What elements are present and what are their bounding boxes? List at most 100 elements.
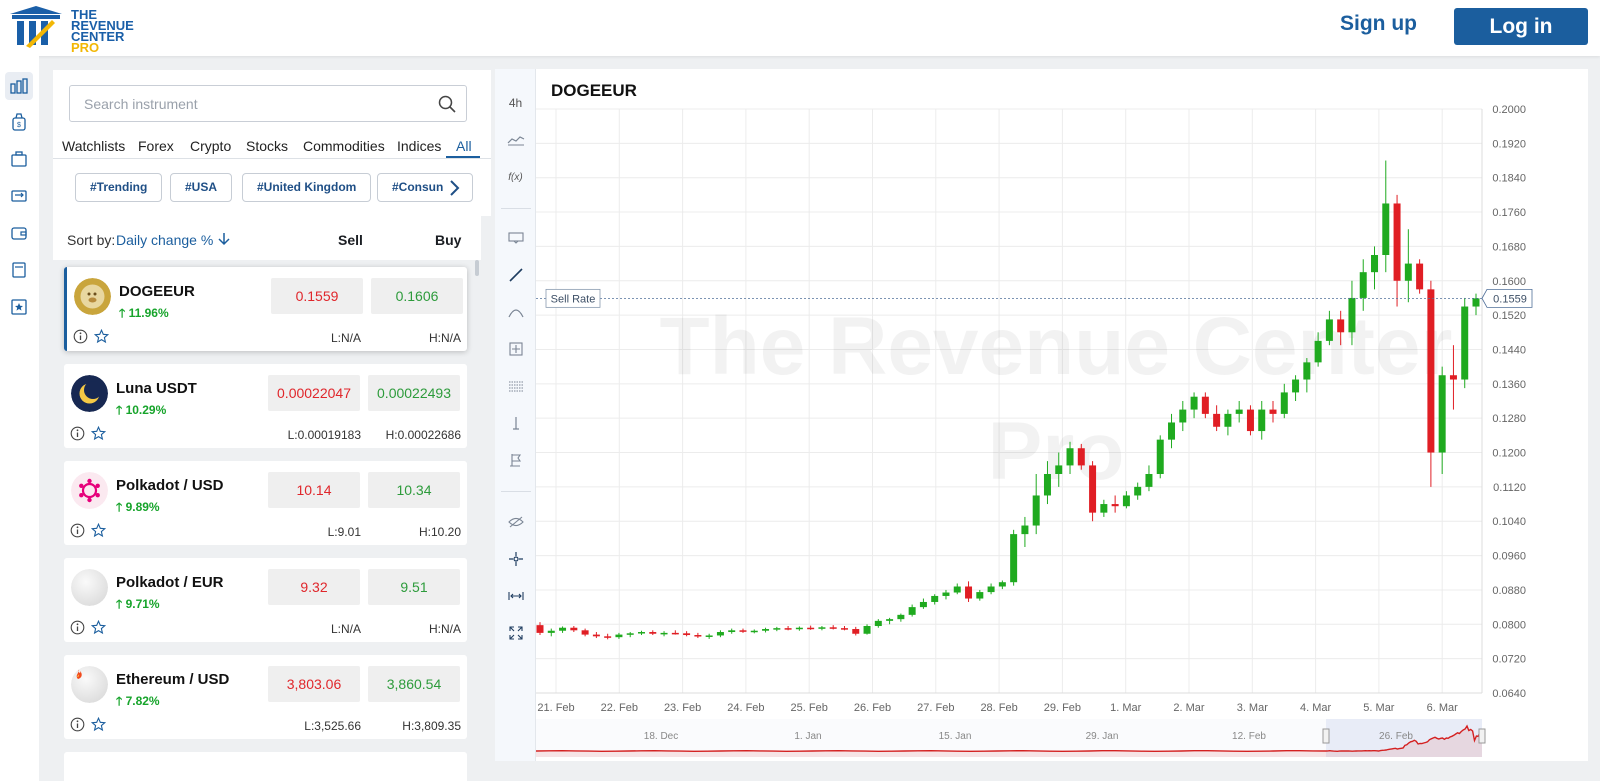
fibonacci-tool-button[interactable] bbox=[495, 372, 536, 400]
left-nav-rail: $ bbox=[0, 56, 39, 781]
sell-price-button[interactable]: 9.32 bbox=[268, 569, 360, 605]
label-icon bbox=[507, 232, 524, 244]
sort-dropdown[interactable]: Daily change % bbox=[116, 232, 214, 248]
buy-column-header: Buy bbox=[435, 232, 462, 248]
sell-rate-line: Sell Rate 0.1559 bbox=[536, 288, 1533, 308]
sell-price-button[interactable]: 0.00022047 bbox=[268, 375, 360, 411]
chevron-right-icon[interactable] bbox=[445, 178, 465, 198]
x-tick-label: 2. Mar bbox=[1173, 702, 1205, 714]
instrument-card-partial[interactable] bbox=[64, 752, 467, 781]
brand-logo[interactable]: THE REVENUE CENTER PRO bbox=[8, 4, 148, 54]
annotation-button[interactable] bbox=[495, 224, 536, 252]
instrument-card-luna-usdt[interactable]: Luna USDT 🡑 10.29% 0.00022047 0.00022493… bbox=[64, 364, 467, 448]
instrument-card-dogeeur[interactable]: DOGEEUR 🡑 11.96% 0.1559 0.1606 L:N/A H:N… bbox=[64, 267, 467, 351]
candle-up bbox=[1224, 409, 1232, 436]
hide-drawings-button[interactable] bbox=[495, 508, 536, 536]
crosshair-button[interactable] bbox=[495, 545, 536, 573]
fit-width-button[interactable] bbox=[495, 582, 536, 610]
rail-transfer-button[interactable] bbox=[5, 182, 33, 210]
price-chart[interactable]: The Revenue Center Pro 0.2000 0.1920 0.184… bbox=[536, 69, 1588, 761]
timeframe-button[interactable]: 4h bbox=[508, 96, 523, 110]
x-tick-label: 28. Feb bbox=[980, 702, 1017, 714]
candle-up bbox=[1325, 310, 1333, 346]
measure-tool-button[interactable] bbox=[495, 335, 536, 363]
tab-crypto[interactable]: Crypto bbox=[190, 138, 232, 154]
star-icon[interactable] bbox=[91, 717, 106, 732]
info-icon[interactable] bbox=[70, 523, 85, 538]
search-input[interactable] bbox=[82, 86, 422, 121]
search-icon[interactable] bbox=[438, 95, 456, 113]
rail-portfolio-button[interactable] bbox=[5, 145, 33, 173]
vertical-line-button[interactable] bbox=[495, 409, 536, 437]
wallet-icon bbox=[11, 227, 27, 240]
info-icon[interactable] bbox=[70, 717, 85, 732]
candle-up bbox=[1100, 499, 1108, 517]
rail-news-button[interactable] bbox=[5, 256, 33, 284]
instrument-name: DOGEEUR bbox=[119, 283, 195, 300]
rail-deposit-button[interactable]: $ bbox=[5, 108, 33, 136]
star-icon[interactable] bbox=[91, 523, 106, 538]
candle-up bbox=[886, 617, 894, 625]
chart-navigator[interactable]: 18. Dec 1. Jan 15. Jan 29. Jan 12. Feb 26. Fe… bbox=[536, 719, 1486, 757]
chip-united-kingdom[interactable]: #United Kingdom bbox=[242, 173, 372, 202]
star-box-icon bbox=[11, 299, 27, 315]
buy-price-button[interactable]: 9.51 bbox=[368, 569, 460, 605]
rail-wallet-button[interactable] bbox=[5, 219, 33, 247]
sell-price-button[interactable]: 10.14 bbox=[268, 472, 360, 508]
line-tool-button[interactable] bbox=[495, 261, 536, 289]
chart-type-button[interactable] bbox=[495, 126, 536, 154]
tab-watchlists[interactable]: Watchlists bbox=[62, 138, 126, 154]
tab-indices[interactable]: Indices bbox=[397, 138, 442, 154]
info-icon[interactable] bbox=[73, 329, 88, 344]
instrument-card-polkadot-eur[interactable]: Polkadot / EUR 🡑 9.71% 9.32 9.51 L:N/A H… bbox=[64, 558, 467, 642]
chart-symbol-title: DOGEEUR bbox=[551, 81, 637, 100]
star-icon[interactable] bbox=[91, 620, 106, 635]
candle-up bbox=[908, 604, 916, 617]
star-icon[interactable] bbox=[91, 426, 106, 441]
fullscreen-button[interactable] bbox=[495, 619, 536, 647]
tab-all[interactable]: All bbox=[456, 138, 472, 154]
list-scrollbar[interactable] bbox=[475, 260, 479, 276]
navigator-tick-label: 26. Feb bbox=[1379, 731, 1413, 742]
high-value: H:3,809.35 bbox=[402, 719, 461, 733]
candle-up bbox=[615, 632, 623, 639]
instrument-name: Luna USDT bbox=[116, 380, 197, 397]
log-in-button[interactable]: Log in bbox=[1454, 8, 1588, 45]
instrument-card-polkadot-usd[interactable]: Polkadot / USD 🡑 9.89% 10.14 10.34 L:9.0… bbox=[64, 461, 467, 545]
x-tick-label: 21. Feb bbox=[537, 702, 574, 714]
info-icon[interactable] bbox=[70, 620, 85, 635]
instrument-card-ethereum-usd[interactable]: Ethereum / USD 🡑 7.82% 3,803.06 3,860.54… bbox=[64, 655, 467, 739]
y-tick-label: 0.0640 bbox=[1492, 688, 1526, 700]
tab-commodities[interactable]: Commodities bbox=[303, 138, 385, 154]
sell-price-button[interactable]: 0.1559 bbox=[271, 278, 363, 314]
chip-usa[interactable]: #USA bbox=[170, 173, 233, 202]
candle-up bbox=[1145, 465, 1153, 492]
buy-price-button[interactable]: 0.00022493 bbox=[368, 375, 460, 411]
info-icon[interactable] bbox=[70, 426, 85, 441]
curve-tool-button[interactable] bbox=[495, 298, 536, 326]
star-icon[interactable] bbox=[94, 329, 109, 344]
candle-up bbox=[1461, 297, 1469, 389]
chip-trending[interactable]: #Trending bbox=[75, 173, 163, 202]
buy-price-button[interactable]: 3,860.54 bbox=[368, 666, 460, 702]
curve-icon bbox=[507, 309, 524, 318]
candle-down bbox=[840, 626, 848, 631]
rail-markets-button[interactable] bbox=[5, 72, 33, 100]
sell-price-button[interactable]: 3,803.06 bbox=[268, 666, 360, 702]
navigator-handle-left[interactable] bbox=[1322, 728, 1330, 744]
candle-down bbox=[1337, 310, 1345, 346]
rail-favorites-button[interactable] bbox=[5, 293, 33, 321]
sign-up-link[interactable]: Sign up bbox=[1340, 12, 1417, 35]
y-tick-label: 0.1840 bbox=[1492, 173, 1526, 185]
candle-up bbox=[1382, 160, 1390, 273]
candle-down bbox=[536, 622, 544, 636]
tab-forex[interactable]: Forex bbox=[138, 138, 174, 154]
arrow-down-icon[interactable] bbox=[217, 231, 231, 247]
candle-up bbox=[874, 619, 882, 628]
buy-price-button[interactable]: 10.34 bbox=[368, 472, 460, 508]
buy-price-button[interactable]: 0.1606 bbox=[371, 278, 463, 314]
navigator-handle-right[interactable] bbox=[1478, 728, 1486, 744]
indicators-button[interactable]: f(x) bbox=[508, 171, 523, 183]
flag-tool-button[interactable] bbox=[495, 446, 536, 474]
tab-stocks[interactable]: Stocks bbox=[246, 138, 289, 154]
